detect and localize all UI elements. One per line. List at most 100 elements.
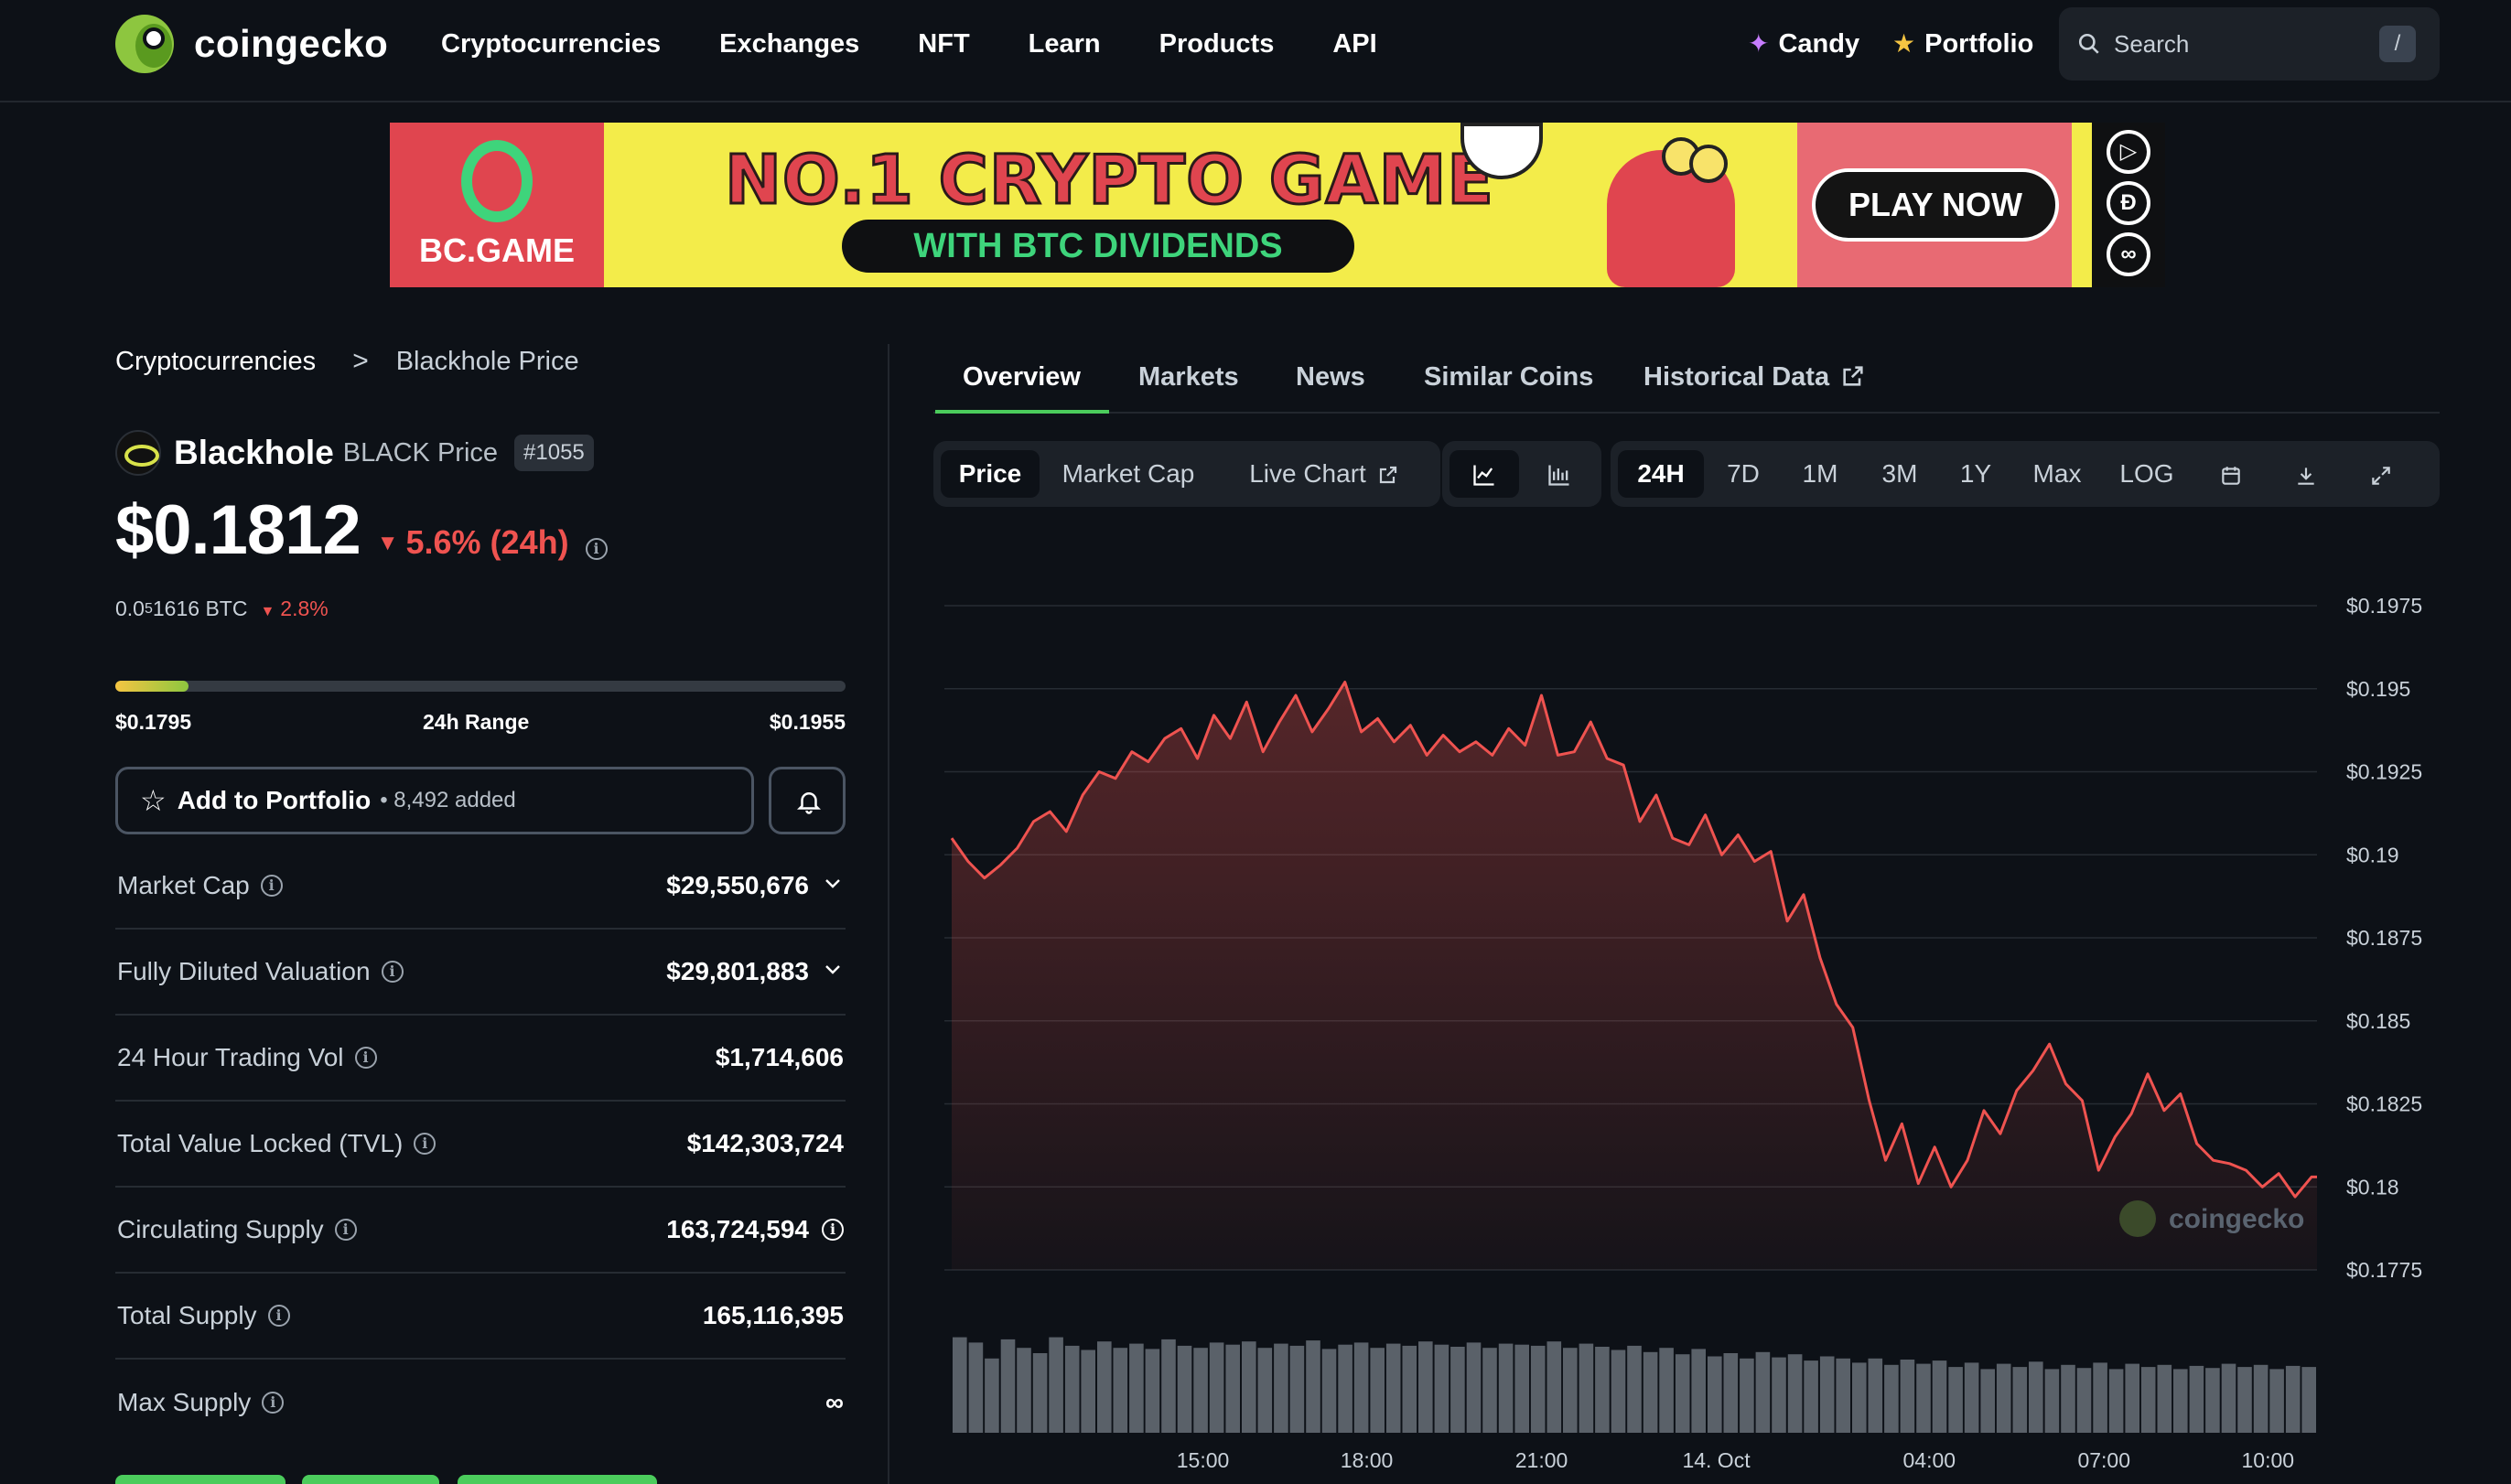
range-1m-button[interactable]: 1M xyxy=(1802,459,1838,488)
price-toggle-button[interactable]: Price xyxy=(941,450,1040,498)
volume-bar xyxy=(1049,1337,1063,1433)
info-icon[interactable]: i xyxy=(260,875,283,897)
y-tick-label: $0.1825 xyxy=(2346,1092,2422,1116)
volume-bar xyxy=(1418,1341,1433,1433)
breadcrumb-cryptocurrencies[interactable]: Cryptocurrencies xyxy=(115,346,317,376)
btc-change: ▼ 2.8% xyxy=(260,597,328,621)
tab-markets[interactable]: Markets xyxy=(1138,362,1239,392)
stat-row: Total Supply i 165,116,395 xyxy=(115,1274,846,1360)
link-button[interactable] xyxy=(458,1475,657,1484)
info-icon[interactable]: i xyxy=(262,1392,285,1414)
volume-bar xyxy=(1675,1354,1690,1433)
candy-link[interactable]: ✦ Candy xyxy=(1748,26,1859,62)
price-alert-button[interactable] xyxy=(769,767,846,834)
volume-bar xyxy=(968,1342,984,1433)
volume-bar xyxy=(1257,1348,1273,1433)
info-icon[interactable]: i xyxy=(354,1047,377,1069)
range-3m-button[interactable]: 3M xyxy=(1881,459,1918,488)
nav-learn[interactable]: Learn xyxy=(1028,29,1101,59)
line-chart-button[interactable] xyxy=(1449,450,1519,498)
nav-cryptocurrencies[interactable]: Cryptocurrencies xyxy=(441,29,662,59)
ad-banner[interactable]: BC.GAME NO.1 CRYPTO GAME WITH BTC DIVIDE… xyxy=(390,123,2165,287)
tab-news[interactable]: News xyxy=(1296,362,1365,392)
nav-products[interactable]: Products xyxy=(1159,29,1275,59)
calendar-icon xyxy=(2222,467,2240,485)
link-button[interactable] xyxy=(115,1475,286,1484)
chevron-down-icon[interactable] xyxy=(822,872,844,899)
volume-bar xyxy=(2108,1369,2124,1433)
volume-bar xyxy=(1772,1357,1786,1433)
portfolio-link[interactable]: ★ Portfolio xyxy=(1892,26,2033,62)
add-to-portfolio-button[interactable]: ☆ Add to Portfolio • 8,492 added xyxy=(115,767,754,834)
play-now-button[interactable]: PLAY NOW xyxy=(1812,168,2059,242)
nav-nft[interactable]: NFT xyxy=(918,29,970,59)
stat-row[interactable]: Market Cap i $29,550,676 xyxy=(115,844,846,930)
nav-exchanges[interactable]: Exchanges xyxy=(719,29,860,59)
download-button[interactable] xyxy=(2271,450,2341,498)
coin-price: $0.1812 xyxy=(115,491,361,569)
info-icon[interactable]: i xyxy=(334,1219,357,1241)
stat-label-text: Total Value Locked (TVL) xyxy=(117,1129,404,1157)
coingecko-logo[interactable]: coingecko xyxy=(115,15,388,73)
log-scale-button[interactable]: LOG xyxy=(2119,459,2174,488)
stat-row[interactable]: Fully Diluted Valuation i $29,801,883 xyxy=(115,930,846,1016)
range-1y-button[interactable]: 1Y xyxy=(1959,459,1992,488)
search-icon xyxy=(2078,33,2099,54)
coin-rank-badge: #1055 xyxy=(514,435,594,471)
volume-bar xyxy=(1948,1367,1963,1433)
volume-bar xyxy=(1225,1344,1240,1433)
tab-overview[interactable]: Overview xyxy=(963,362,1081,392)
volume-bar xyxy=(2205,1368,2220,1433)
volume-bar xyxy=(1723,1353,1739,1433)
info-icon[interactable]: i xyxy=(414,1133,436,1155)
candlestick-chart-button[interactable] xyxy=(1525,450,1594,498)
candy-icon: ✦ xyxy=(1748,29,1770,58)
ad-crypto-icons: ▷ Đ ∞ xyxy=(2092,123,2165,287)
date-picker-button[interactable] xyxy=(2196,450,2266,498)
link-button[interactable] xyxy=(302,1475,439,1484)
live-chart-button[interactable]: Live Chart xyxy=(1219,450,1429,498)
info-icon[interactable]: i xyxy=(585,538,608,560)
price-chart[interactable]: $0.1975 $0.195 $0.1925 $0.19 $0.1875 $0.185 $0… xyxy=(933,549,2440,1484)
coin-stats-table: Market Cap i $29,550,676 Fully Diluted Valu… xyxy=(115,844,846,1446)
stat-value-text: 163,724,594 xyxy=(666,1215,809,1243)
chart-watermark: coingecko xyxy=(2169,1204,2304,1234)
volume-bar xyxy=(1129,1343,1144,1433)
star-icon: ★ xyxy=(1892,29,1916,58)
volume-bar xyxy=(1145,1349,1160,1433)
search-input[interactable] xyxy=(2114,29,2379,59)
volume-bar xyxy=(1321,1349,1337,1433)
bell-icon xyxy=(796,792,822,814)
coin-name: Blackhole xyxy=(174,434,334,471)
range-label: 24h Range xyxy=(423,710,530,734)
range-24h-button[interactable]: 24H xyxy=(1618,450,1704,498)
chevron-down-icon[interactable] xyxy=(822,958,844,985)
info-icon[interactable]: i xyxy=(822,1219,844,1241)
nav-api[interactable]: API xyxy=(1332,29,1377,59)
external-link-icon xyxy=(1843,366,1863,386)
volume-bar xyxy=(2253,1364,2269,1433)
volume-bar xyxy=(1611,1350,1626,1433)
stat-label: Total Value Locked (TVL) i xyxy=(117,1129,436,1158)
range-max-button[interactable]: Max xyxy=(2032,459,2082,488)
live-chart-label: Live Chart xyxy=(1249,459,1366,488)
market-cap-toggle-button[interactable]: Market Cap xyxy=(1062,459,1195,488)
tab-similar-coins[interactable]: Similar Coins xyxy=(1424,362,1594,392)
coin-tabs: Overview Markets News Similar Coins Hist… xyxy=(933,348,2440,414)
volume-bar xyxy=(1836,1358,1850,1433)
volume-bar xyxy=(1563,1348,1578,1433)
volume-bar xyxy=(1964,1362,1979,1433)
search-box[interactable]: / xyxy=(2059,7,2440,81)
tab-historical-data[interactable]: Historical Data xyxy=(1643,362,1866,393)
y-tick-label: $0.19 xyxy=(2346,843,2399,866)
info-icon[interactable]: i xyxy=(267,1305,290,1327)
range-7d-button[interactable]: 7D xyxy=(1727,459,1760,488)
volume-bar xyxy=(1064,1345,1080,1433)
volume-bar xyxy=(2029,1361,2043,1433)
external-link-icon xyxy=(1379,466,1396,484)
volume-bar xyxy=(1595,1347,1610,1433)
adchoices-icon[interactable]: ▷ xyxy=(2107,130,2150,174)
fullscreen-button[interactable] xyxy=(2346,450,2416,498)
column-divider xyxy=(888,344,889,1484)
info-icon[interactable]: i xyxy=(381,961,404,983)
